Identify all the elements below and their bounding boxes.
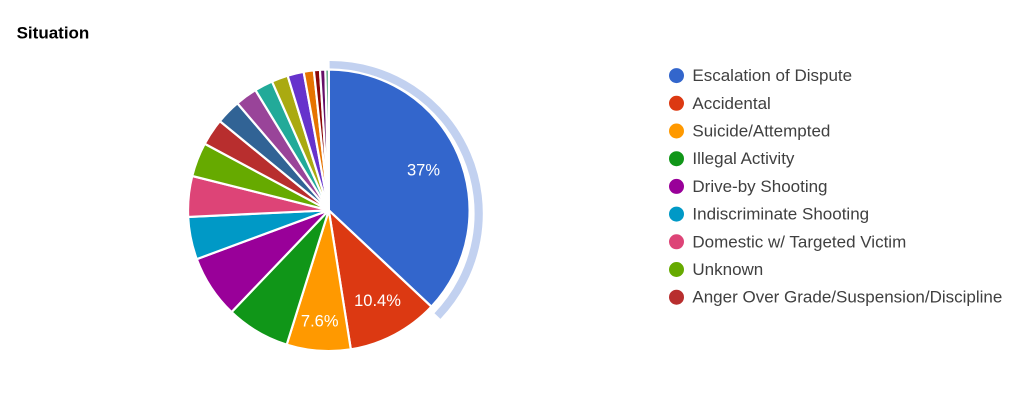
svg-text:Indiscriminate Shooting: Indiscriminate Shooting: [692, 205, 869, 224]
svg-text:Illegal Activity: Illegal Activity: [692, 149, 795, 168]
svg-text:Situation: Situation: [17, 23, 90, 42]
svg-text:Escalation of Dispute: Escalation of Dispute: [692, 66, 852, 85]
svg-text:Anger Over Grade/Suspension/Di: Anger Over Grade/Suspension/Discipline: [692, 288, 1002, 307]
svg-text:Accidental: Accidental: [692, 94, 770, 113]
svg-text:10.4%: 10.4%: [354, 292, 401, 310]
svg-text:Domestic w/ Targeted Victim: Domestic w/ Targeted Victim: [692, 232, 906, 251]
svg-text:7.6%: 7.6%: [301, 312, 339, 330]
svg-text:Drive-by Shooting: Drive-by Shooting: [692, 177, 827, 196]
svg-text:Suicide/Attempted: Suicide/Attempted: [692, 122, 830, 141]
svg-text:37%: 37%: [407, 162, 440, 180]
svg-text:Unknown: Unknown: [692, 260, 763, 279]
